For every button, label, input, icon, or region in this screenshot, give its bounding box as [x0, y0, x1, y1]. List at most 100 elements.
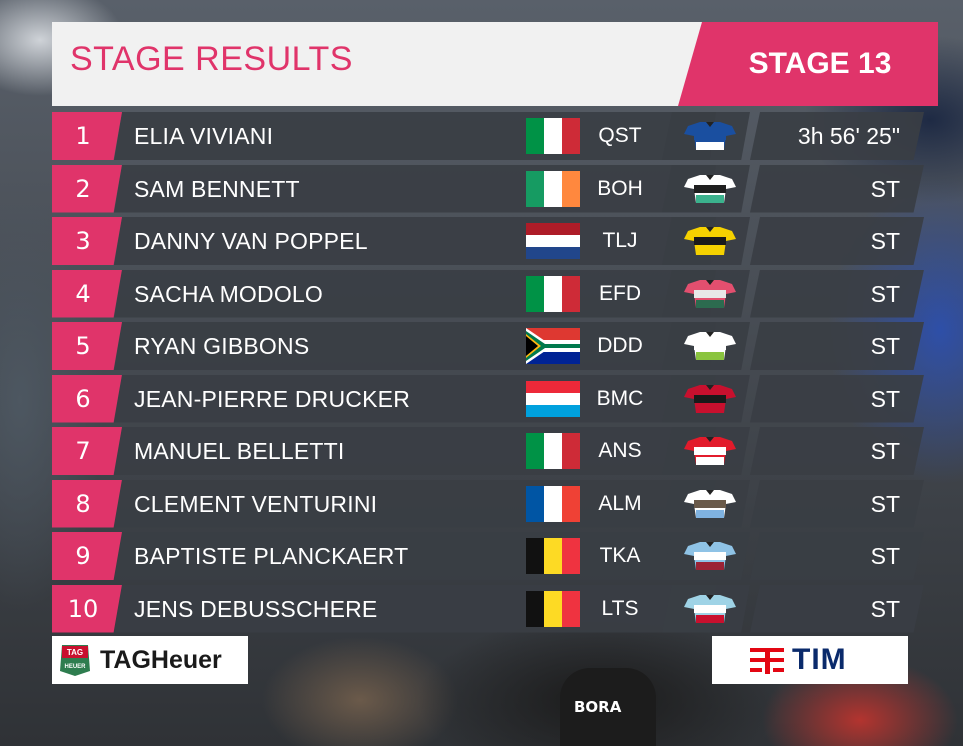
- time-bar: [750, 164, 924, 213]
- result-row: 2 SAM BENNETT BOH ST: [52, 164, 924, 213]
- name-bar: [114, 374, 716, 423]
- name-bar: [114, 584, 716, 633]
- time-bar: [750, 374, 924, 423]
- sponsor-tim: TIM: [712, 636, 908, 684]
- team-code: ALM: [598, 491, 642, 515]
- rider-name: SAM BENNETT: [134, 175, 300, 202]
- stage-badge: STAGE 13: [748, 47, 892, 80]
- finish-time: 3h 56' 25": [797, 123, 900, 149]
- time-bar: [750, 217, 924, 265]
- rider-name: ELIA VIVIANI: [134, 123, 274, 149]
- name-bar: [114, 322, 716, 370]
- italy-flag: [526, 118, 580, 154]
- bora-jersey-icon: [684, 174, 736, 203]
- page-title: STAGE RESULTS: [70, 40, 353, 78]
- rank-badge: 9: [52, 532, 122, 580]
- name-bar: [114, 217, 716, 265]
- finish-time: ST: [870, 385, 900, 412]
- team-code: LTS: [601, 596, 639, 620]
- rider-name: BAPTISTE PLANCKAERT: [134, 543, 409, 569]
- rider-name: CLEMENT VENTURINI: [134, 490, 378, 517]
- name-bar: [114, 532, 716, 580]
- rider-name: RYAN GIBBONS: [134, 333, 310, 359]
- bmc-jersey-icon: [684, 384, 736, 413]
- time-bar: [750, 269, 924, 318]
- luxembourg-flag: [526, 380, 580, 417]
- name-bar: [114, 427, 716, 475]
- time-bar: [750, 479, 924, 528]
- rank-badge: 7: [52, 427, 122, 475]
- rank-badge: 3: [52, 217, 122, 265]
- result-row: 4 SACHA MODOLO EFD ST: [52, 269, 924, 318]
- team-code: ANS: [598, 439, 642, 462]
- rider-name: JENS DEBUSSCHERE: [134, 595, 378, 622]
- time-bar: [750, 322, 924, 370]
- tag-badge-top: TAG: [67, 648, 83, 657]
- rank-badge: 1: [52, 112, 122, 160]
- tag-badge-bottom: HEUER: [64, 664, 86, 670]
- lottojumbo-jersey-icon: [684, 227, 736, 255]
- tim-label: TIM: [792, 643, 847, 676]
- sponsor-tagheuer: TAG HEUER TAGHeuer: [52, 636, 248, 684]
- rank-badge: 8: [52, 479, 122, 528]
- rank-badge: 10: [52, 584, 122, 633]
- team-code: TLJ: [602, 229, 638, 252]
- tagheuer-logo-icon: TAG HEUER: [60, 645, 90, 676]
- finish-time: ST: [870, 438, 900, 464]
- team-code: BOH: [597, 176, 643, 200]
- rider-jersey: BORA: [560, 668, 656, 746]
- result-row: 6 JEAN-PIERRE DRUCKER BMC ST: [52, 374, 924, 423]
- finish-time: ST: [870, 490, 900, 517]
- result-row: 10 JENS DEBUSSCHERE LTS ST: [52, 584, 924, 633]
- result-row: 7 MANUEL BELLETTI ANS ST: [52, 427, 924, 475]
- team-code: EFD: [599, 281, 641, 305]
- header-bar: [52, 22, 702, 106]
- team-code: QST: [598, 124, 642, 147]
- rank-badge: 6: [52, 374, 122, 423]
- tagheuer-label: TAGHeuer: [100, 646, 222, 674]
- rider-name: SACHA MODOLO: [134, 280, 323, 307]
- team-code: TKA: [599, 544, 641, 567]
- lotto-soudal-jersey-icon: [684, 594, 736, 623]
- result-row: 9 BAPTISTE PLANCKAERT TKA ST: [52, 532, 924, 580]
- name-bar: [114, 269, 716, 318]
- finish-time: ST: [870, 228, 900, 254]
- tim-logo-icon: [750, 648, 784, 674]
- stage-badge-bg: [678, 22, 938, 106]
- name-bar: [114, 479, 716, 528]
- time-bar: [750, 584, 924, 633]
- result-row: 8 CLEMENT VENTURINI ALM ST: [52, 479, 924, 528]
- finish-time: ST: [870, 175, 900, 202]
- netherlands-flag: [526, 223, 580, 259]
- finish-time: ST: [870, 333, 900, 359]
- time-bar: [750, 532, 924, 580]
- androni-jersey-icon: [684, 437, 736, 465]
- result-row: 1 ELIA VIVIANI QST 3h 56' 25": [52, 112, 924, 160]
- rank-badge: 2: [52, 164, 122, 213]
- katusha-jersey-icon: [684, 542, 736, 570]
- result-row: 3 DANNY VAN POPPEL TLJ ST: [52, 217, 924, 265]
- italy-flag: [526, 275, 580, 312]
- belgium-flag: [526, 538, 580, 574]
- ag2r-jersey-icon: [684, 489, 736, 518]
- france-flag: [526, 485, 580, 522]
- rider-name: DANNY VAN POPPEL: [134, 228, 368, 254]
- team-code: DDD: [597, 334, 643, 357]
- team-code: BMC: [596, 386, 644, 410]
- italy-flag: [526, 433, 580, 469]
- belgium-flag: [526, 590, 580, 627]
- name-bar: [114, 164, 716, 213]
- finish-time: ST: [870, 543, 900, 569]
- ef-jersey-icon: [684, 279, 736, 308]
- finish-time: ST: [870, 595, 900, 622]
- name-bar: [114, 112, 716, 160]
- finish-time: ST: [870, 280, 900, 307]
- rank-badge: 5: [52, 322, 122, 370]
- rider-name: MANUEL BELLETTI: [134, 438, 345, 464]
- south-africa-flag: [526, 328, 580, 364]
- quickstep-jersey-icon: [684, 122, 736, 150]
- time-bar: [750, 112, 924, 160]
- rank-badge: 4: [52, 269, 122, 318]
- ireland-flag: [526, 170, 580, 207]
- time-bar: [750, 427, 924, 475]
